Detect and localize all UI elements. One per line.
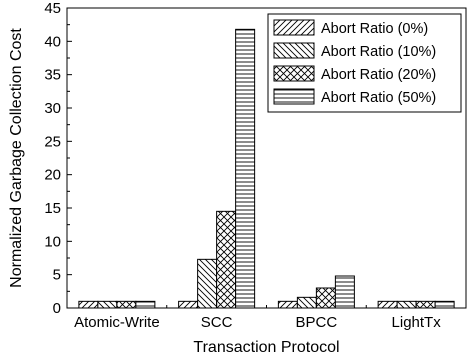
- bar: [197, 258, 218, 309]
- x-tick-label: BPCC: [296, 314, 338, 331]
- legend: Abort Ratio (0%) Abort Ratio (10%) Abort R…: [267, 13, 462, 113]
- y-tick-label: 35: [44, 67, 61, 84]
- bar: [97, 300, 118, 309]
- legend-label: Abort Ratio (10%): [321, 44, 436, 60]
- bar: [116, 300, 137, 309]
- legend-label: Abort Ratio (50%): [321, 90, 436, 106]
- y-tick-label: 15: [44, 200, 61, 217]
- y-tick-label: 30: [44, 100, 61, 117]
- y-tick-label: 25: [44, 133, 61, 150]
- bar: [78, 300, 99, 309]
- x-tick-label: Atomic-Write: [74, 314, 160, 331]
- legend-swatch: [273, 42, 315, 59]
- legend-label: Abort Ratio (0%): [321, 21, 428, 37]
- bar: [178, 300, 199, 309]
- bar: [334, 275, 355, 309]
- bar: [415, 300, 436, 309]
- bars-group: [78, 28, 455, 309]
- y-axis: 0 5 10 15 20 25 30 35 40 45: [44, 0, 72, 317]
- legend-swatch: [273, 19, 315, 36]
- x-tick-label: SCC: [201, 314, 233, 331]
- bar: [216, 210, 237, 309]
- bar: [135, 300, 156, 309]
- y-tick-label: 0: [53, 300, 61, 317]
- y-tick-label: 5: [53, 267, 61, 284]
- y-tick-label: 20: [44, 167, 61, 184]
- x-axis: Atomic-Write SCC BPCC LightTx: [74, 303, 441, 331]
- bar: [235, 28, 256, 309]
- y-axis-title: Normalized Garbage Collection Cost: [8, 28, 25, 288]
- legend-swatch: [273, 65, 315, 82]
- bar: [315, 287, 336, 309]
- bar: [434, 300, 455, 309]
- y-tick-label: 40: [44, 33, 61, 50]
- x-axis-title: Transaction Protocol: [193, 339, 339, 356]
- y-tick-label: 45: [44, 0, 61, 17]
- x-tick-label: LightTx: [392, 314, 442, 331]
- y-tick-label: 10: [44, 233, 61, 250]
- legend-label: Abort Ratio (20%): [321, 67, 436, 83]
- bar: [277, 300, 298, 309]
- bar: [377, 300, 398, 309]
- bar: [296, 296, 317, 309]
- legend-swatch: [273, 88, 315, 105]
- bar: [396, 300, 417, 309]
